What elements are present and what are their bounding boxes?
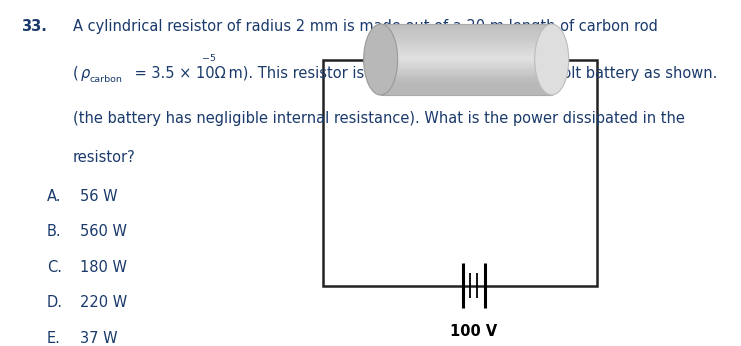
Bar	[381, 62, 552, 64]
Text: Ω m). This resistor is then connected to a 100 volt battery as shown.: Ω m). This resistor is then connected to…	[210, 66, 718, 81]
Bar	[381, 28, 552, 31]
Bar	[381, 92, 552, 95]
Bar	[381, 47, 552, 50]
Bar	[381, 43, 552, 45]
Bar	[381, 24, 552, 95]
Bar	[381, 26, 552, 29]
Bar	[381, 78, 552, 81]
Bar	[323, 60, 597, 285]
Bar	[381, 73, 552, 76]
Ellipse shape	[535, 24, 568, 95]
Text: B.: B.	[47, 224, 62, 239]
Bar	[381, 88, 552, 90]
Text: 56 W: 56 W	[80, 189, 118, 204]
Text: E.: E.	[47, 331, 61, 346]
Text: 220 W: 220 W	[80, 295, 127, 310]
Bar	[381, 66, 552, 69]
Text: (the battery has negligible internal resistance). What is the power dissipated i: (the battery has negligible internal res…	[73, 111, 685, 126]
Ellipse shape	[364, 24, 398, 95]
Text: = 3.5 × 10: = 3.5 × 10	[130, 66, 215, 81]
Bar	[381, 24, 552, 26]
Text: 100 V: 100 V	[450, 324, 497, 339]
Bar	[381, 36, 552, 38]
Bar	[381, 71, 552, 74]
Bar	[381, 50, 552, 52]
Bar	[381, 83, 552, 85]
Text: −5: −5	[202, 54, 216, 63]
Text: D.: D.	[47, 295, 63, 310]
Bar	[381, 81, 552, 83]
Text: ρ: ρ	[81, 66, 90, 81]
Text: 33.: 33.	[21, 19, 47, 34]
Text: (: (	[73, 66, 79, 81]
Bar	[381, 59, 552, 62]
Bar	[381, 57, 552, 60]
Bar	[381, 40, 552, 43]
Text: 37 W: 37 W	[80, 331, 118, 346]
Text: resistor?: resistor?	[73, 150, 136, 165]
Bar	[381, 54, 552, 57]
Bar	[381, 31, 552, 34]
Bar	[381, 85, 552, 88]
Bar	[381, 45, 552, 48]
Text: carbon: carbon	[90, 75, 122, 84]
Bar	[381, 52, 552, 55]
Text: A cylindrical resistor of radius 2 mm is made out of a 20 m length of carbon rod: A cylindrical resistor of radius 2 mm is…	[73, 19, 658, 34]
Bar	[381, 38, 552, 40]
Bar	[381, 90, 552, 93]
Bar	[381, 33, 552, 36]
Text: C.: C.	[47, 260, 62, 275]
Bar	[381, 64, 552, 67]
Bar	[381, 69, 552, 71]
Text: 560 W: 560 W	[80, 224, 127, 239]
Text: 180 W: 180 W	[80, 260, 127, 275]
Text: A.: A.	[47, 189, 62, 204]
Bar	[381, 76, 552, 79]
